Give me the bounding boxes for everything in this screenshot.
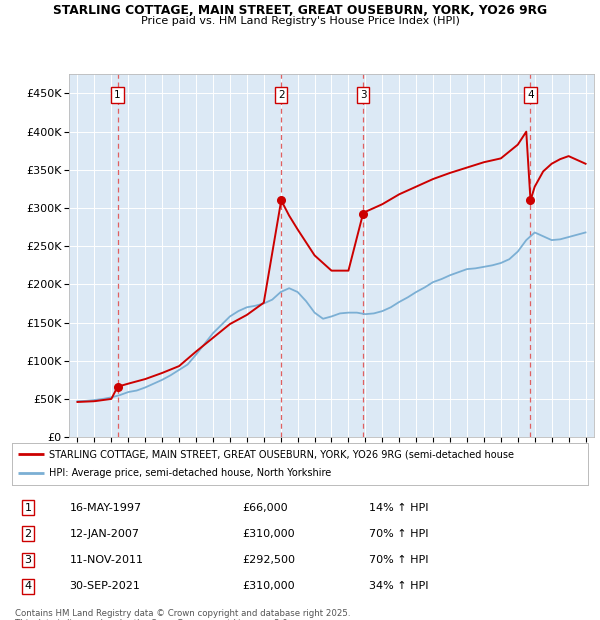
Text: 4: 4 [25,581,32,591]
Text: 11-NOV-2011: 11-NOV-2011 [70,555,143,565]
Text: HPI: Average price, semi-detached house, North Yorkshire: HPI: Average price, semi-detached house,… [49,469,332,479]
Text: 1: 1 [114,90,121,100]
Text: 30-SEP-2021: 30-SEP-2021 [70,581,140,591]
Text: 3: 3 [359,90,367,100]
Text: STARLING COTTAGE, MAIN STREET, GREAT OUSEBURN, YORK, YO26 9RG: STARLING COTTAGE, MAIN STREET, GREAT OUS… [53,4,547,17]
Text: 12-JAN-2007: 12-JAN-2007 [70,529,140,539]
Text: 34% ↑ HPI: 34% ↑ HPI [369,581,428,591]
Text: 3: 3 [25,555,32,565]
Text: 16-MAY-1997: 16-MAY-1997 [70,503,142,513]
Text: £292,500: £292,500 [242,555,295,565]
Text: £310,000: £310,000 [242,581,295,591]
Text: 2: 2 [278,90,284,100]
Text: 70% ↑ HPI: 70% ↑ HPI [369,529,428,539]
Text: 1: 1 [25,503,32,513]
Text: STARLING COTTAGE, MAIN STREET, GREAT OUSEBURN, YORK, YO26 9RG (semi-detached hou: STARLING COTTAGE, MAIN STREET, GREAT OUS… [49,449,514,459]
Text: 70% ↑ HPI: 70% ↑ HPI [369,555,428,565]
Text: 4: 4 [527,90,534,100]
Text: Contains HM Land Registry data © Crown copyright and database right 2025.
This d: Contains HM Land Registry data © Crown c… [15,609,350,620]
Text: £66,000: £66,000 [242,503,288,513]
Text: Price paid vs. HM Land Registry's House Price Index (HPI): Price paid vs. HM Land Registry's House … [140,16,460,25]
Text: £310,000: £310,000 [242,529,295,539]
Text: 2: 2 [25,529,32,539]
Text: 14% ↑ HPI: 14% ↑ HPI [369,503,428,513]
